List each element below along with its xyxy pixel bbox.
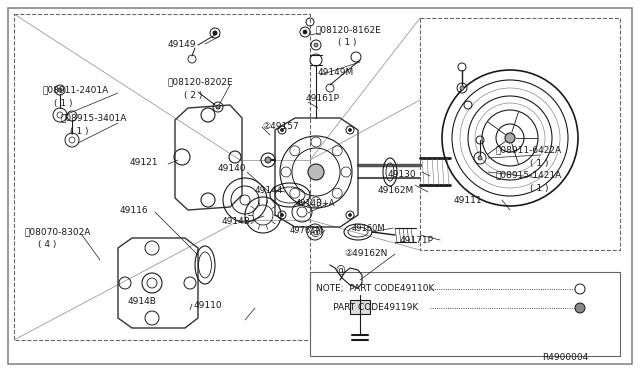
Text: 49111: 49111 — [454, 196, 483, 205]
Text: ( 4 ): ( 4 ) — [38, 240, 56, 248]
Circle shape — [265, 157, 271, 163]
Text: 49160M: 49160M — [352, 224, 386, 232]
Text: Ⓑ08120-8162E: Ⓑ08120-8162E — [316, 26, 381, 35]
Text: Ⓑ08120-8202E: Ⓑ08120-8202E — [168, 77, 234, 87]
Text: 49121: 49121 — [130, 157, 159, 167]
Circle shape — [575, 303, 585, 313]
Text: 49140: 49140 — [218, 164, 246, 173]
Text: 49130: 49130 — [388, 170, 417, 179]
Text: ②49162N: ②49162N — [344, 250, 387, 259]
Circle shape — [478, 156, 482, 160]
Text: R4900004: R4900004 — [541, 353, 588, 362]
Circle shape — [460, 86, 464, 90]
Text: 49171P: 49171P — [400, 235, 434, 244]
Text: ( 1 ): ( 1 ) — [338, 38, 356, 46]
Text: Ⓦ08915-3401A: Ⓦ08915-3401A — [60, 113, 126, 122]
Circle shape — [308, 164, 324, 180]
Text: PART CODE49119K: PART CODE49119K — [316, 304, 419, 312]
Text: ( 1 ): ( 1 ) — [530, 183, 548, 192]
Text: ( 1 ): ( 1 ) — [54, 99, 72, 108]
Text: 49144: 49144 — [255, 186, 284, 195]
Text: ( 2 ): ( 2 ) — [184, 90, 202, 99]
Text: ( 1 ): ( 1 ) — [70, 126, 88, 135]
Text: 49761M: 49761M — [290, 225, 324, 234]
Text: 4914B+A: 4914B+A — [296, 199, 335, 208]
Circle shape — [213, 31, 217, 35]
Text: Ⓑ08070-8302A: Ⓑ08070-8302A — [24, 228, 90, 237]
Text: 49149M: 49149M — [318, 67, 355, 77]
Text: Ⓝ08911-6422A: Ⓝ08911-6422A — [496, 145, 562, 154]
Circle shape — [216, 105, 220, 109]
Circle shape — [349, 128, 351, 131]
Circle shape — [303, 30, 307, 34]
Text: 49149: 49149 — [168, 39, 196, 48]
Text: @: @ — [309, 227, 321, 237]
Text: 4914B: 4914B — [222, 217, 251, 225]
Circle shape — [280, 214, 284, 217]
Text: Ⓝ08911-2401A: Ⓝ08911-2401A — [42, 86, 108, 94]
Text: 49162M: 49162M — [378, 186, 414, 195]
Text: Ⓦ08915-1421A: Ⓦ08915-1421A — [496, 170, 563, 180]
Text: ( 1 ): ( 1 ) — [530, 158, 548, 167]
Text: 49161P: 49161P — [306, 93, 340, 103]
Circle shape — [58, 88, 62, 92]
Bar — [350, 300, 370, 314]
Circle shape — [349, 214, 351, 217]
Circle shape — [505, 133, 515, 143]
Text: 49110: 49110 — [194, 301, 223, 311]
Text: 4914B: 4914B — [128, 298, 157, 307]
Text: ②49157: ②49157 — [262, 122, 299, 131]
Circle shape — [280, 128, 284, 131]
Text: 49116: 49116 — [120, 205, 148, 215]
Circle shape — [314, 43, 318, 47]
Text: @: @ — [335, 265, 345, 275]
Text: NOTE;  PART CODE49110K: NOTE; PART CODE49110K — [316, 285, 435, 294]
